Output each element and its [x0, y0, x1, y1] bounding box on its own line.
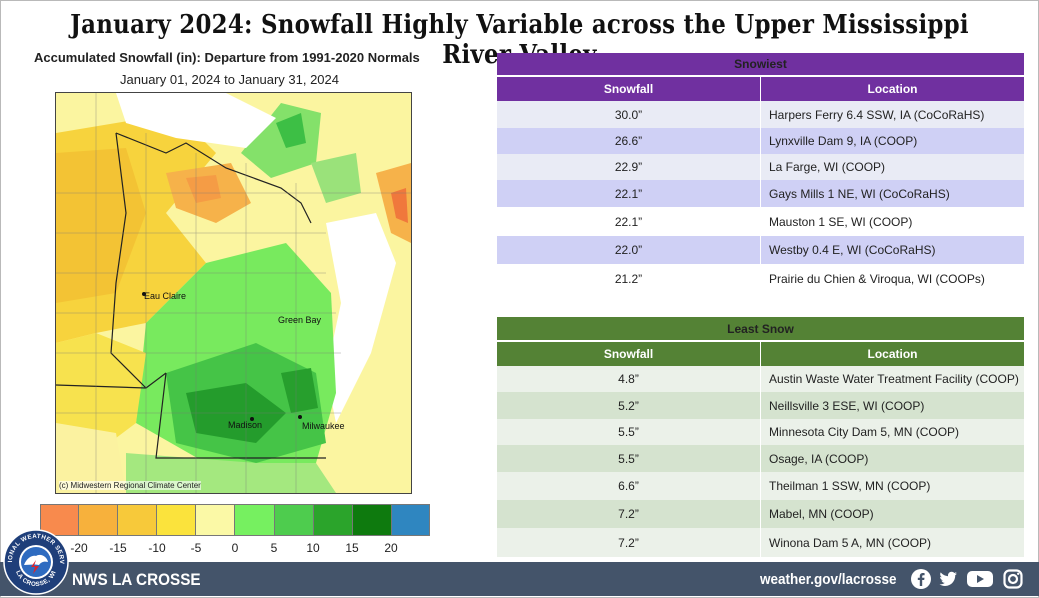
- location-value: Lynxville Dam 9, IA (COOP): [760, 128, 1024, 154]
- legend-swatch: [196, 504, 236, 536]
- legend-swatch: [235, 504, 275, 536]
- least-snow-heading: Least Snow: [497, 317, 1024, 341]
- snowfall-value: 6.6”: [497, 472, 761, 500]
- table-row: 4.8” Austin Waste Water Treatment Facilit…: [497, 366, 1024, 392]
- snowfall-value: 22.9”: [497, 154, 761, 180]
- table-row: 22.0” Westby 0.4 E, WI (CoCoRaHS): [497, 236, 1024, 264]
- location-value: Harpers Ferry 6.4 SSW, IA (CoCoRaHS): [760, 101, 1024, 128]
- location-value: La Farge, WI (COOP): [760, 154, 1024, 180]
- youtube-icon[interactable]: [966, 568, 994, 590]
- table-row: 22.9” La Farge, WI (COOP): [497, 154, 1024, 180]
- location-value: Osage, IA (COOP): [760, 445, 1024, 472]
- snowfall-value: 5.5”: [497, 419, 761, 445]
- snowfall-value: 21.2”: [497, 264, 761, 293]
- legend-tick-label: 10: [306, 541, 320, 555]
- nws-logo: NATIONAL WEATHER SERVICE LA CROSSE, WI: [3, 529, 69, 595]
- legend-tick-label: -15: [109, 541, 127, 555]
- legend-tick-label: -5: [190, 541, 202, 555]
- snowfall-departure-map: Eau Claire Green Bay Madison Milwaukee (…: [55, 92, 412, 494]
- snowfall-value: 22.1”: [497, 180, 761, 207]
- table-row: 30.0” Harpers Ferry 6.4 SSW, IA (CoCoRaHS…: [497, 101, 1024, 128]
- snowfall-value: 4.8”: [497, 366, 761, 392]
- snowfall-value: 7.2”: [497, 500, 761, 528]
- snowfall-value: 5.2”: [497, 392, 761, 419]
- snowfall-value: 30.0”: [497, 101, 761, 128]
- location-value: Minnesota City Dam 5, MN (COOP): [760, 419, 1024, 445]
- location-value: Theilman 1 SSW, MN (COOP): [760, 472, 1024, 500]
- legend-tick-label: 15: [345, 541, 359, 555]
- legend-tick-label: -10: [148, 541, 166, 555]
- map-title: Accumulated Snowfall (in): Departure fro…: [34, 50, 420, 65]
- table-row: 6.6” Theilman 1 SSW, MN (COOP): [497, 472, 1024, 500]
- legend-swatch: [40, 504, 80, 536]
- table-row: 5.5” Osage, IA (COOP): [497, 445, 1024, 472]
- location-value: Mabel, MN (COOP): [760, 500, 1024, 528]
- location-value: Westby 0.4 E, WI (CoCoRaHS): [760, 236, 1024, 264]
- office-name: NWS LA CROSSE: [72, 570, 201, 589]
- legend-swatch: [274, 504, 314, 536]
- least-col-location: Location: [760, 340, 1024, 366]
- location-value: Mauston 1 SE, WI (COOP): [760, 207, 1024, 236]
- snowfall-value: 22.1”: [497, 207, 761, 236]
- snowfall-value: 7.2”: [497, 528, 761, 557]
- instagram-icon[interactable]: [1002, 568, 1024, 590]
- snowiest-table: Snowiest Snowfall Location 30.0” Harpers …: [497, 53, 1024, 293]
- table-row: 21.2” Prairie du Chien & Viroqua, WI (COO…: [497, 264, 1024, 293]
- legend-tick-label: -20: [70, 541, 88, 555]
- city-label-eau-claire: Eau Claire: [144, 291, 187, 301]
- snowiest-col-location: Location: [760, 75, 1024, 101]
- map-graphic: [56, 93, 411, 493]
- legend-swatch: [79, 504, 119, 536]
- city-dot-milwaukee: [298, 415, 302, 419]
- map-credit: (c) Midwestern Regional Climate Center: [59, 481, 201, 490]
- website-link[interactable]: weather.gov/lacrosse: [760, 571, 897, 588]
- location-value: Winona Dam 5 A, MN (COOP): [760, 528, 1024, 557]
- location-value: Gays Mills 1 NE, WI (CoCoRaHS): [760, 180, 1024, 207]
- location-value: Prairie du Chien & Viroqua, WI (COOPs): [760, 264, 1024, 293]
- footer-bar: NWS LA CROSSE weather.gov/lacrosse: [0, 562, 1039, 596]
- table-row: 22.1” Gays Mills 1 NE, WI (CoCoRaHS): [497, 180, 1024, 207]
- legend-tick-label: 20: [384, 541, 398, 555]
- legend-swatch: [118, 504, 158, 536]
- snowiest-heading: Snowiest: [497, 53, 1024, 76]
- table-row: 22.1” Mauston 1 SE, WI (COOP): [497, 207, 1024, 236]
- location-value: Austin Waste Water Treatment Facility (C…: [760, 366, 1024, 392]
- least-snow-table: Least Snow Snowfall Location 4.8” Austin …: [497, 317, 1024, 557]
- city-label-madison: Madison: [228, 420, 263, 430]
- legend-swatch: [391, 504, 430, 536]
- legend-tick-label: 5: [270, 541, 278, 555]
- table-row: 7.2” Mabel, MN (COOP): [497, 500, 1024, 528]
- location-value: Neillsville 3 ESE, WI (COOP): [760, 392, 1024, 419]
- legend-swatch: [352, 504, 392, 536]
- least-col-snowfall: Snowfall: [497, 340, 761, 366]
- color-legend: [40, 504, 430, 536]
- city-label-green-bay: Green Bay: [278, 315, 322, 325]
- table-row: 26.6” Lynxville Dam 9, IA (COOP): [497, 128, 1024, 154]
- table-row: 5.2” Neillsville 3 ESE, WI (COOP): [497, 392, 1024, 419]
- facebook-icon[interactable]: [910, 568, 932, 590]
- snowfall-value: 26.6”: [497, 128, 761, 154]
- snowfall-value: 22.0”: [497, 236, 761, 264]
- legend-tick-labels: -20 -15 -10 -5 0 5 10 15 20: [40, 541, 430, 557]
- page-title: January 2024: Snowfall Highly Variable a…: [70, 10, 969, 70]
- legend-swatch: [313, 504, 353, 536]
- city-dot-madison: [250, 417, 254, 421]
- legend-swatch: [157, 504, 197, 536]
- table-row: 5.5” Minnesota City Dam 5, MN (COOP): [497, 419, 1024, 445]
- table-row: 7.2” Winona Dam 5 A, MN (COOP): [497, 528, 1024, 557]
- city-dot-eau-claire: [142, 292, 146, 296]
- twitter-icon[interactable]: [937, 568, 959, 590]
- legend-tick-label: 0: [231, 541, 239, 555]
- map-date-range: January 01, 2024 to January 31, 2024: [120, 72, 339, 87]
- city-label-milwaukee: Milwaukee: [302, 421, 345, 431]
- snowfall-value: 5.5”: [497, 445, 761, 472]
- snowiest-col-snowfall: Snowfall: [497, 75, 761, 101]
